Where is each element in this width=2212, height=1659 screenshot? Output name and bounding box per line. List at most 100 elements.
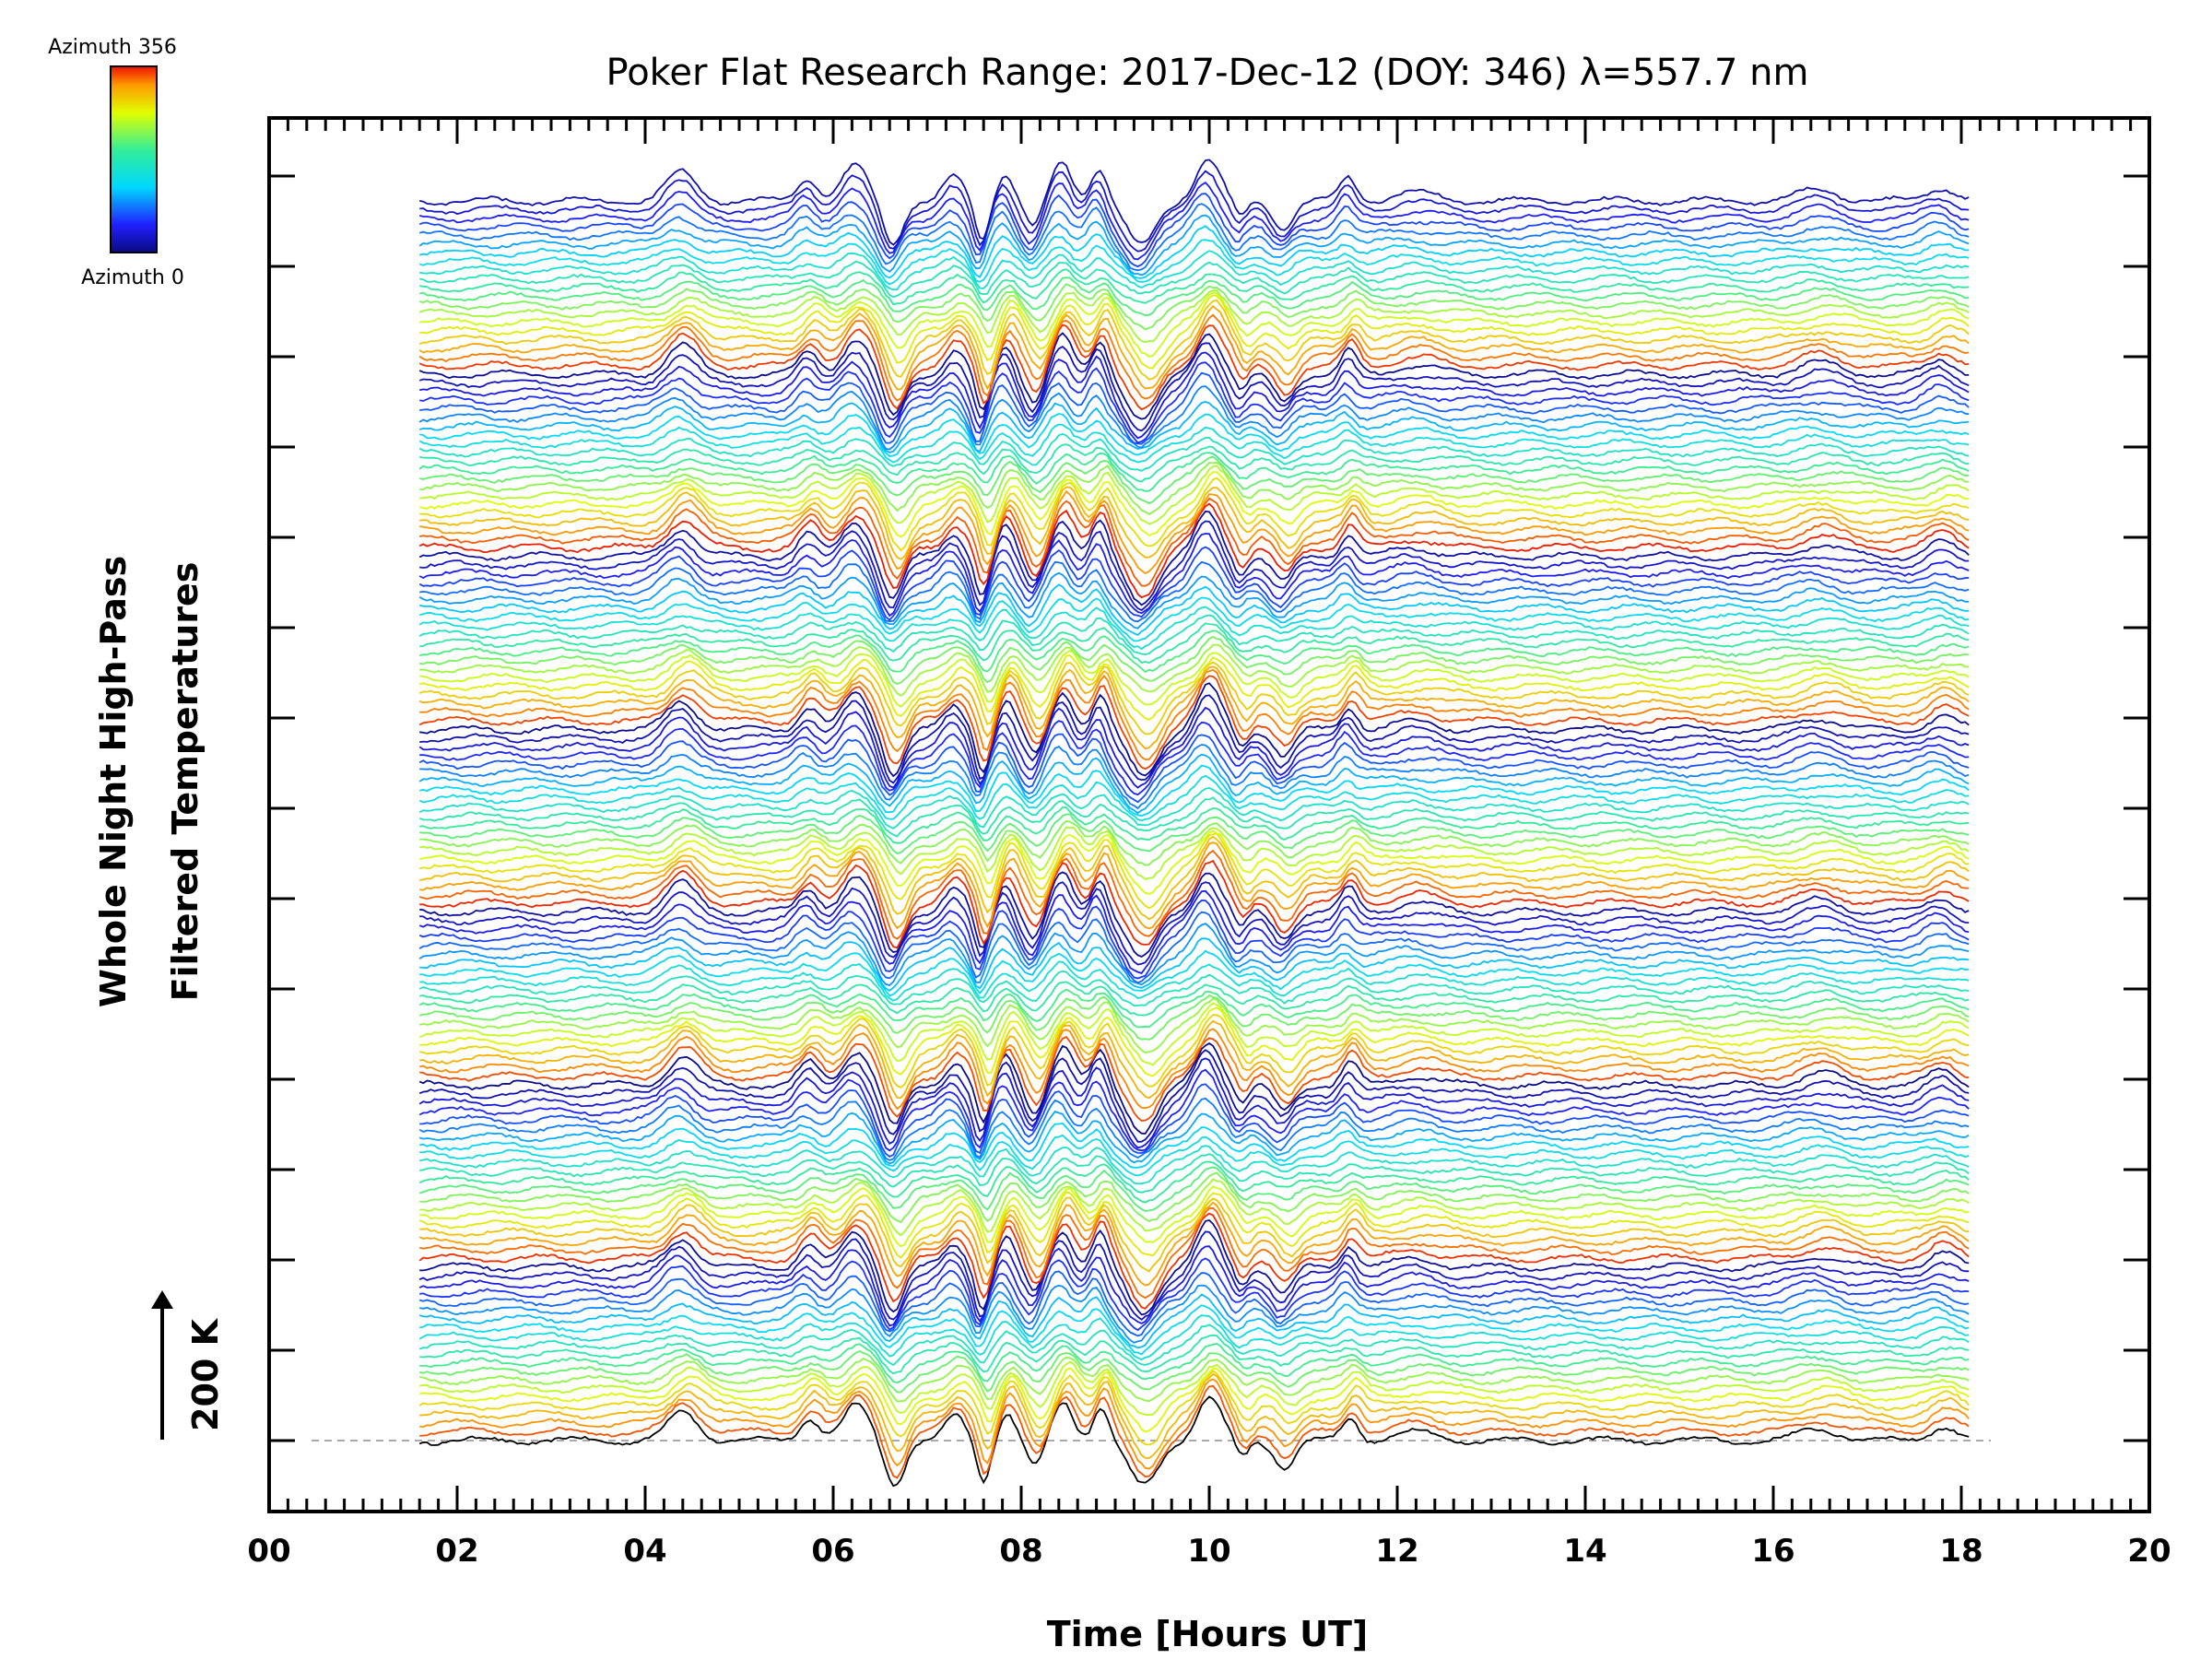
series-line: [418, 385, 1970, 451]
series-line: [418, 342, 1970, 432]
series-line: [418, 1201, 1970, 1287]
series-line: [418, 997, 1970, 1053]
series-line: [418, 899, 1970, 980]
series-line: [418, 193, 1970, 268]
series-line: [419, 489, 1970, 575]
series-line: [419, 859, 1970, 949]
series-line: [418, 1350, 1970, 1394]
series-line: [419, 1171, 1970, 1224]
series-line: [419, 1019, 1970, 1100]
series-line: [418, 225, 1970, 279]
scale-arrow-head: [151, 1290, 173, 1309]
series-line: [419, 819, 1970, 866]
series-group: [418, 159, 1970, 1488]
series-line: [418, 1097, 1970, 1161]
series-line: [419, 455, 1970, 505]
series-line: [418, 733, 1970, 804]
series-line: [418, 849, 1970, 940]
x-tick-label: 10: [1187, 1533, 1230, 1570]
x-tick-label: 16: [1751, 1533, 1794, 1570]
series-line: [418, 324, 1970, 411]
series-line: [419, 813, 1970, 854]
series-line: [419, 937, 1970, 992]
series-line: [419, 477, 1970, 552]
series-line: [418, 533, 1970, 618]
series-line: [418, 786, 1970, 830]
series-line: [419, 1185, 1970, 1248]
series-line: [418, 1110, 1970, 1165]
colorbar-bottom-label: Azimuth 0: [81, 266, 184, 289]
series-line: [418, 1160, 1970, 1204]
series-line: [419, 371, 1970, 445]
series-line: [418, 181, 1970, 261]
series-line: [419, 361, 1970, 444]
series-line: [419, 268, 1970, 306]
series-line: [418, 606, 1970, 651]
series-line: [418, 571, 1970, 629]
x-tick-label: 08: [999, 1533, 1042, 1570]
series-line: [419, 643, 1970, 697]
x-tick-label: 18: [1939, 1533, 1983, 1570]
series-line: [419, 949, 1970, 997]
series-line: [419, 1014, 1970, 1088]
series-line: [418, 629, 1970, 674]
series-line: [419, 622, 1970, 665]
series-line: [419, 841, 1970, 930]
series-line: [419, 1122, 1970, 1169]
series-line: [418, 1245, 1970, 1327]
series-line: [418, 583, 1970, 636]
series-line: [419, 1145, 1970, 1185]
series-line: [419, 1304, 1970, 1356]
series-line: [419, 159, 1970, 246]
series-line: [419, 871, 1970, 959]
series-line: [418, 654, 1970, 721]
series-line: [418, 214, 1970, 276]
series-line: [419, 694, 1970, 784]
series-line: [419, 170, 1970, 253]
series-line: [418, 1191, 1970, 1259]
colorbar: [110, 65, 158, 253]
series-line: [419, 1343, 1970, 1384]
series-line: [419, 520, 1970, 612]
series-line: [419, 596, 1970, 642]
series-line: [418, 706, 1970, 789]
series-line: [418, 1041, 1970, 1135]
series-line: [418, 1166, 1970, 1212]
series-line: [418, 614, 1970, 655]
series-line: [418, 1057, 1970, 1149]
series-line: [419, 276, 1970, 317]
series-line: [419, 1378, 1970, 1470]
series-line: [418, 675, 1970, 771]
series-line: [418, 1212, 1970, 1310]
series-line: [418, 299, 1970, 381]
colorbar-top-label: Azimuth 356: [48, 36, 177, 59]
series-line: [419, 1178, 1970, 1237]
x-axis-label: Time [Hours UT]: [1047, 1614, 1369, 1654]
series-line: [418, 1230, 1970, 1321]
series-line: [418, 1370, 1970, 1446]
series-line: [418, 796, 1970, 838]
series-line: [419, 981, 1970, 1017]
series-line: [418, 304, 1970, 391]
series-line: [418, 1068, 1970, 1152]
series-line: [419, 1257, 1970, 1332]
series-line: [419, 413, 1970, 457]
series-line: [419, 1367, 1970, 1433]
series-line: [418, 239, 1970, 286]
series-line: [419, 260, 1970, 299]
series-line: [418, 923, 1970, 986]
series-line: [418, 332, 1970, 420]
series-line: [419, 443, 1970, 483]
x-tick-label: 02: [435, 1533, 478, 1570]
series-line: [419, 1219, 1970, 1316]
series-line: [418, 502, 1970, 599]
series-line: [418, 432, 1970, 472]
y-axis-label-line2: Filtered Temperatures: [165, 562, 206, 1002]
series-line: [419, 291, 1970, 358]
series-line: [419, 744, 1970, 810]
series-line: [419, 1083, 1970, 1158]
series-line: [418, 774, 1970, 822]
series-line: [418, 289, 1970, 344]
series-line: [419, 720, 1970, 796]
series-line: [418, 911, 1970, 984]
